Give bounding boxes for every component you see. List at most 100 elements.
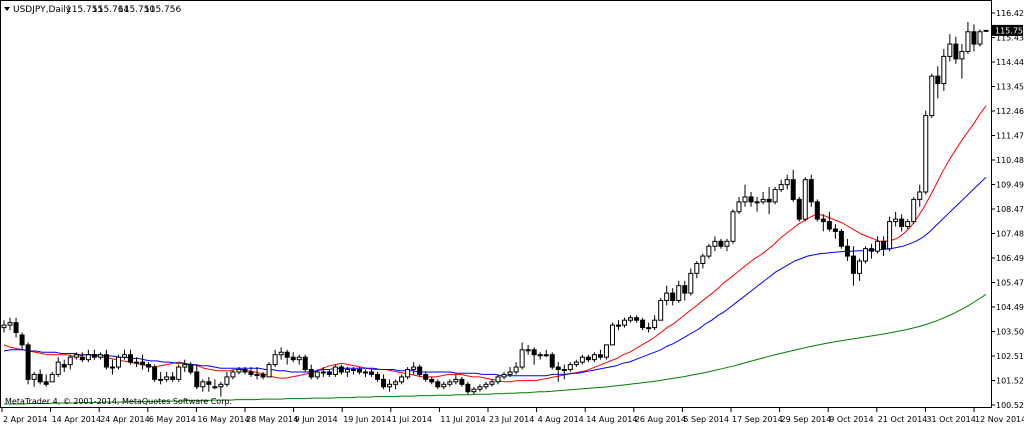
candle (640, 317, 646, 331)
candle (97, 352, 103, 360)
candle-body (489, 381, 495, 385)
y-axis-tick-label: 103.500 (996, 328, 1024, 337)
candle-body (278, 351, 284, 356)
candle (308, 364, 314, 380)
candle-body (597, 354, 603, 358)
candle (314, 369, 320, 380)
candle (543, 349, 549, 358)
candle-body (501, 373, 507, 378)
candle (158, 371, 164, 385)
candle (947, 34, 953, 62)
candle-body (634, 317, 640, 321)
candle (802, 177, 808, 222)
candle-body (393, 381, 399, 385)
candle-body (115, 356, 121, 368)
candle (754, 196, 760, 212)
candle (814, 199, 820, 222)
candle-body (254, 373, 260, 376)
candle (676, 280, 682, 303)
x-axis-tick-label: 2 Apr 2014 (3, 415, 47, 424)
candle (531, 347, 537, 365)
candle (881, 236, 887, 257)
ohlc-close: 115.756 (144, 5, 181, 15)
candle (206, 376, 212, 392)
candle (453, 374, 459, 385)
candle-body (887, 221, 893, 250)
candle-body (350, 369, 356, 372)
candle (887, 216, 893, 252)
candle-body (820, 218, 826, 223)
candle (164, 371, 170, 382)
candle-body (477, 386, 483, 390)
candle (573, 359, 579, 368)
candle-body (525, 349, 531, 352)
candle-body (73, 354, 79, 358)
candle-body (712, 240, 718, 247)
candle-body (622, 319, 628, 326)
candle-body (200, 381, 206, 388)
candle (284, 349, 290, 365)
candle-body (13, 322, 19, 334)
y-axis-tick-label: 108.470 (996, 205, 1024, 214)
candle-body (368, 371, 374, 375)
candle (935, 66, 941, 99)
candle-body (308, 369, 314, 378)
candle-body (170, 376, 176, 380)
candle (344, 367, 350, 377)
candle (411, 362, 417, 375)
candle-body (814, 201, 820, 220)
y-axis-tick-label: 101.520 (996, 377, 1024, 386)
candle (549, 352, 555, 370)
candle (399, 374, 405, 385)
candle-body (55, 361, 61, 375)
candle-body (694, 262, 700, 274)
candles (1, 21, 989, 397)
candle (435, 379, 441, 390)
candle (863, 246, 869, 264)
candle-body (411, 366, 417, 371)
candle-body (194, 371, 200, 388)
candle (170, 371, 176, 382)
candle (616, 320, 622, 331)
candle (658, 298, 664, 321)
candle (820, 214, 826, 232)
candle (128, 349, 134, 365)
candle-body (591, 354, 597, 361)
y-axis-tick-label: 106.490 (996, 254, 1024, 263)
candle-body (25, 344, 31, 380)
candle-body (507, 371, 513, 375)
candle (736, 196, 742, 215)
candle (188, 362, 194, 375)
candle-body (790, 179, 796, 200)
plot-frame (0, 0, 992, 408)
candle (917, 184, 923, 207)
candle (375, 371, 381, 382)
candle (471, 386, 477, 395)
candle (242, 367, 248, 375)
candle (796, 196, 802, 222)
candle (218, 381, 224, 397)
candle (49, 371, 55, 383)
candle (176, 364, 182, 382)
candle (609, 322, 615, 346)
y-axis-tick-label: 116.420 (996, 9, 1024, 18)
candle-body (905, 221, 911, 228)
candle-body (579, 356, 585, 363)
collapse-triangle-icon[interactable] (4, 7, 10, 11)
candle-body (146, 364, 152, 368)
candle (844, 238, 850, 262)
candle (808, 174, 814, 207)
y-axis: 116.420 115.430 114.440 113.450 112.460 111.4… (991, 9, 1024, 410)
candle-body (453, 378, 459, 383)
x-axis-tick-label: 24 Apr 2014 (100, 415, 149, 424)
candle-body (646, 327, 652, 330)
candle-body (441, 383, 447, 388)
candle (459, 376, 465, 387)
candle (579, 354, 585, 365)
candle (688, 268, 694, 296)
candle-body (971, 31, 977, 45)
candle (965, 21, 971, 54)
candle (670, 288, 676, 306)
candle-body (670, 292, 676, 301)
